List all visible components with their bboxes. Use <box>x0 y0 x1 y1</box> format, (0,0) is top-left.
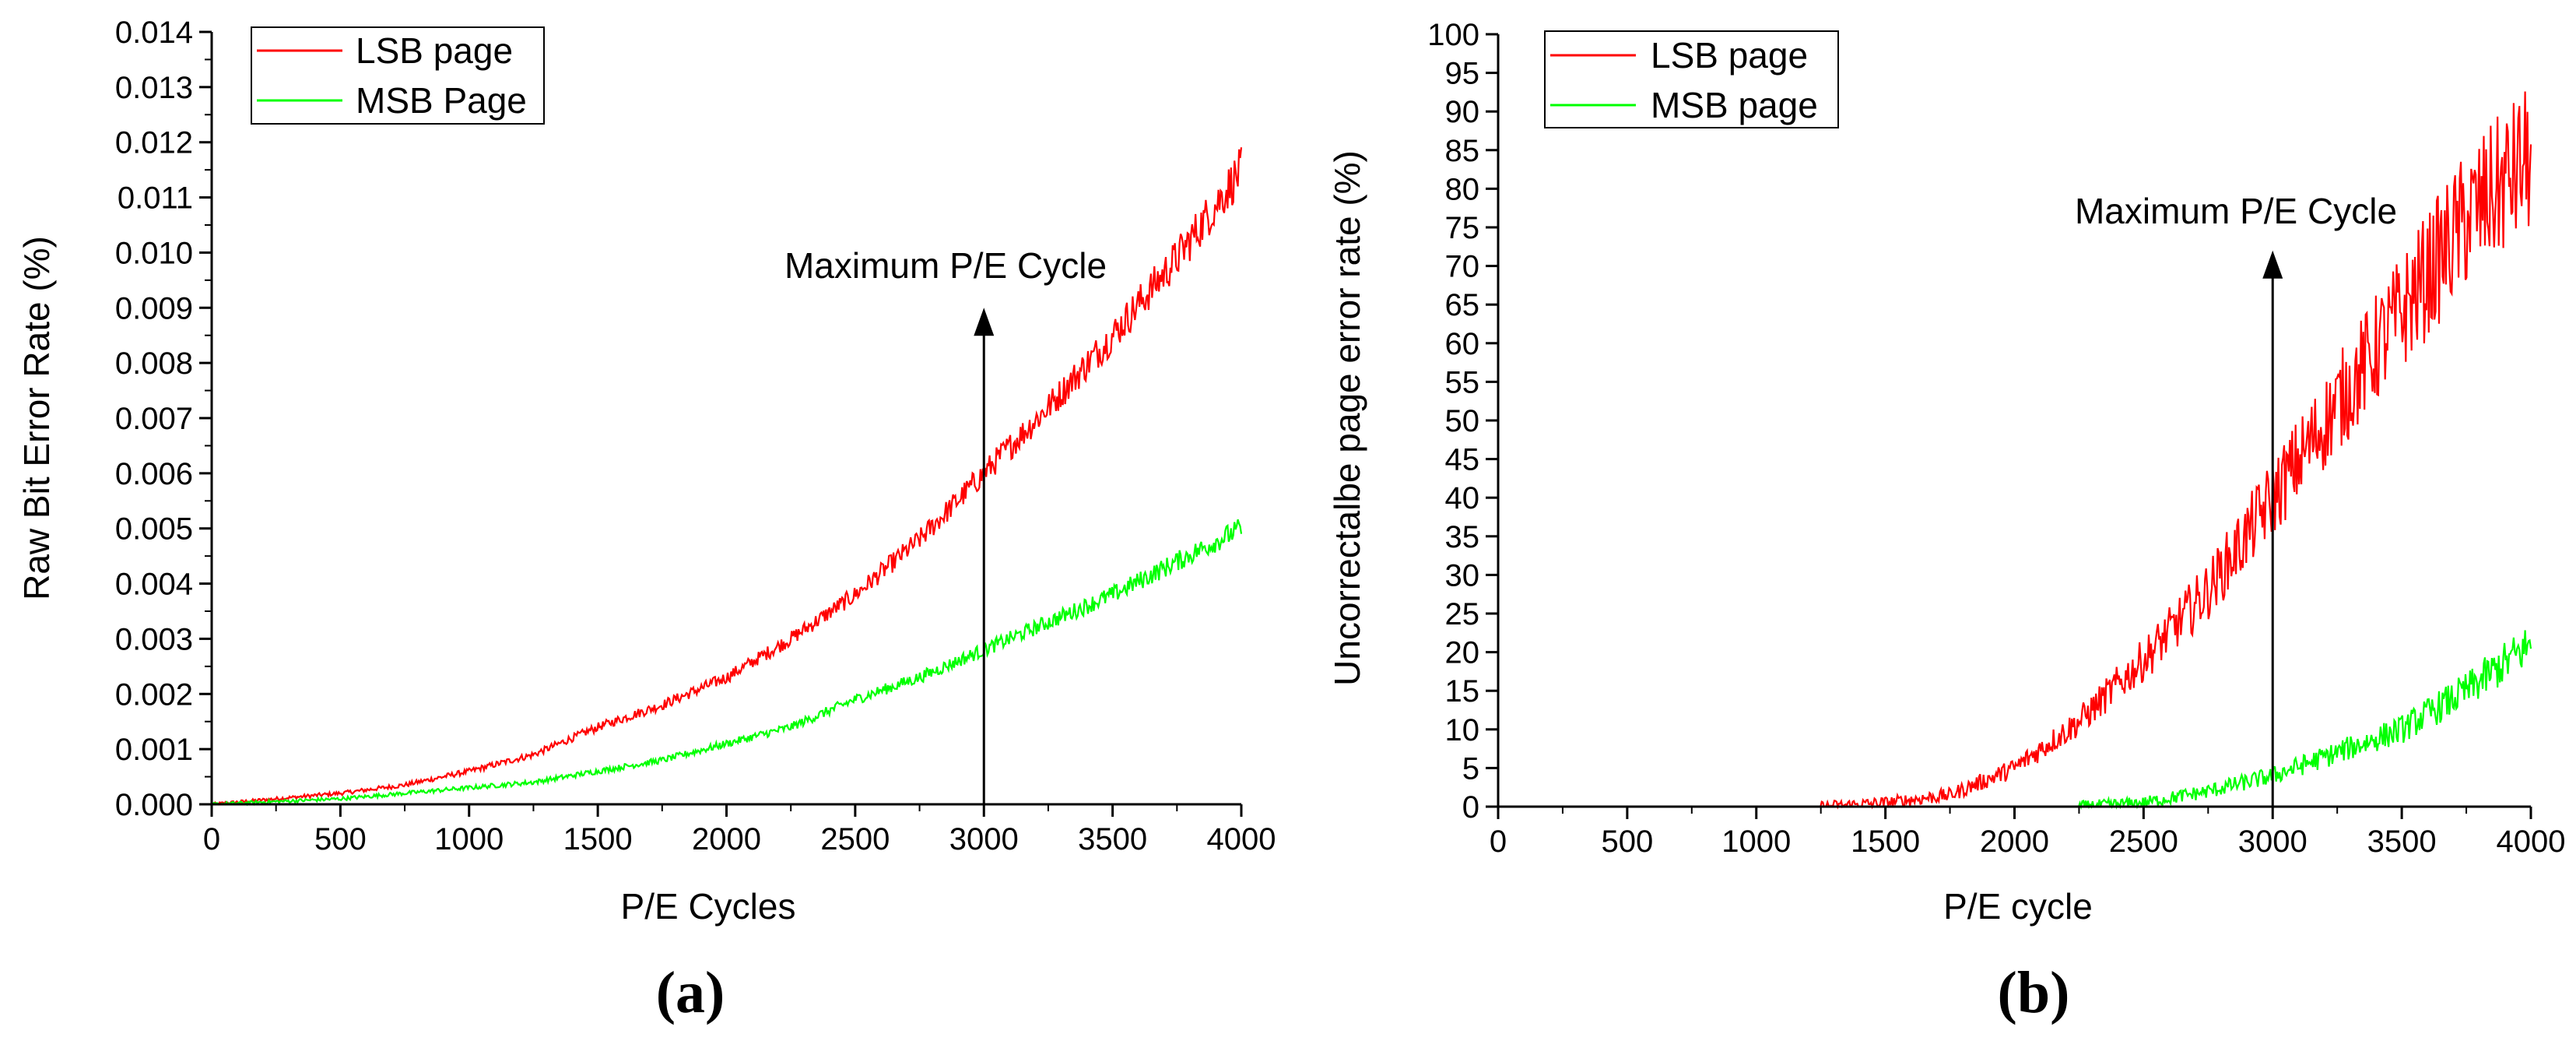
x-tick-label: 1500 <box>563 822 633 856</box>
y-tick-label: 45 <box>1445 443 1480 477</box>
y-tick-label: 0 <box>1462 790 1479 825</box>
y-tick-label: 15 <box>1445 674 1480 709</box>
chart-a-y-ticks: 0.000 0.001 0.002 0.003 0.004 0.005 0.006 0.007… <box>115 16 212 822</box>
series-line-msb-page <box>1498 630 2532 811</box>
y-tick-label: 95 <box>1445 57 1480 91</box>
y-tick-label: 0.012 <box>115 126 193 160</box>
chart-b-x-ticks: 0 500 1000 1500 2000 2500 3000 3500 4000 <box>1490 807 2566 859</box>
chart-a-legend-label-msb: MSB Page <box>356 80 527 121</box>
x-tick-label: 0 <box>203 822 220 856</box>
x-tick-label: 3000 <box>2238 825 2308 859</box>
chart-b-annotation: Maximum P/E Cycle <box>2075 191 2397 807</box>
x-tick-label: 2000 <box>1980 825 2049 859</box>
y-tick-label: 0.000 <box>115 788 193 822</box>
chart-a-legend-box <box>251 26 545 125</box>
y-tick-label: 0.006 <box>115 457 193 491</box>
chart-a-legend-label-lsb: LSB page <box>356 30 513 71</box>
x-tick-label: 4000 <box>2497 825 2566 859</box>
y-tick-label: 0.014 <box>115 16 193 50</box>
y-tick-label: 5 <box>1462 751 1479 786</box>
chart-a-annotation: Maximum P/E Cycle <box>784 245 1107 804</box>
x-tick-label: 1000 <box>434 822 504 856</box>
chart-a-annotation-arrowhead <box>974 308 995 336</box>
y-tick-label: 70 <box>1445 250 1480 284</box>
y-tick-label: 0.008 <box>115 346 193 381</box>
x-tick-label: 3000 <box>949 822 1019 856</box>
y-tick-label: 75 <box>1445 211 1480 245</box>
y-tick-label: 60 <box>1445 327 1480 361</box>
y-tick-label: 0.002 <box>115 677 193 712</box>
x-tick-label: 0 <box>1490 825 1507 859</box>
chart-b: 0 500 1000 1500 2000 2500 3000 3500 4000 0 5 10 15 2… <box>1327 18 2565 1025</box>
x-tick-label: 1500 <box>1851 825 1920 859</box>
y-tick-label: 65 <box>1445 288 1480 322</box>
y-tick-label: 0.004 <box>115 568 193 602</box>
y-tick-label: 90 <box>1445 95 1480 129</box>
x-tick-label: 3500 <box>2367 825 2437 859</box>
y-tick-label: 35 <box>1445 520 1480 554</box>
y-tick-label: 85 <box>1445 134 1480 168</box>
chart-b-legend-label-msb: MSB page <box>1651 85 1818 125</box>
y-tick-label: 0.007 <box>115 402 193 436</box>
y-tick-label: 40 <box>1445 481 1480 515</box>
series-line-msb-page <box>211 519 1243 807</box>
x-tick-label: 500 <box>314 822 367 856</box>
y-tick-label: 55 <box>1445 365 1480 399</box>
chart-b-legend-label-lsb: LSB page <box>1651 35 1808 76</box>
chart-b-legend-box <box>1544 30 1839 128</box>
x-tick-label: 3500 <box>1078 822 1147 856</box>
x-tick-label: 4000 <box>1207 822 1276 856</box>
x-tick-label: 2000 <box>692 822 761 856</box>
chart-a-y-axis-title: Raw Bit Error Rate (%) <box>16 236 57 600</box>
x-tick-label: 2500 <box>820 822 890 856</box>
y-tick-label: 100 <box>1427 18 1479 52</box>
chart-b-panel-label: (b) <box>1998 960 2070 1025</box>
y-tick-label: 0.013 <box>115 71 193 105</box>
y-tick-label: 0.003 <box>115 622 193 656</box>
chart-a-x-ticks: 0 500 1000 1500 2000 2500 3000 3500 4000 <box>203 804 1276 856</box>
y-tick-label: 0.011 <box>118 181 193 216</box>
chart-b-annotation-label: Maximum P/E Cycle <box>2075 191 2397 231</box>
y-tick-label: 10 <box>1445 713 1480 747</box>
x-tick-label: 2500 <box>2109 825 2178 859</box>
y-tick-label: 0.005 <box>115 512 193 547</box>
chart-a-panel-label: (a) <box>656 960 725 1025</box>
x-tick-label: 1000 <box>1721 825 1791 859</box>
chart-a-annotation-label: Maximum P/E Cycle <box>784 245 1107 286</box>
chart-b-y-ticks: 0 5 10 15 20 25 30 35 40 45 50 55 60 65 70 75 80 85 90 95 10… <box>1427 18 1498 825</box>
y-tick-label: 0.009 <box>115 291 193 325</box>
chart-a-series-layer <box>211 147 1243 807</box>
y-tick-label: 80 <box>1445 172 1480 206</box>
y-tick-label: 20 <box>1445 636 1480 670</box>
chart-a: 0 500 1000 1500 2000 2500 3000 3500 4000 0.0000.… <box>16 16 1276 1025</box>
y-tick-label: 50 <box>1445 404 1480 438</box>
chart-a-legend: LSB page MSB Page <box>251 26 545 125</box>
chart-b-annotation-arrowhead <box>2262 250 2283 279</box>
y-tick-label: 30 <box>1445 558 1480 593</box>
chart-b-y-axis-title: Uncorrectalbe page error rate (%) <box>1327 150 1367 686</box>
x-tick-label: 500 <box>1602 825 1654 859</box>
chart-b-x-axis-title: P/E cycle <box>1943 886 2093 927</box>
y-tick-label: 0.010 <box>115 236 193 270</box>
chart-b-legend: LSB page MSB page <box>1544 30 1839 128</box>
chart-a-x-axis-title: P/E Cycles <box>621 886 796 927</box>
y-tick-label: 0.001 <box>115 733 193 767</box>
y-tick-label: 25 <box>1445 597 1480 631</box>
series-line-lsb-page <box>211 147 1243 806</box>
